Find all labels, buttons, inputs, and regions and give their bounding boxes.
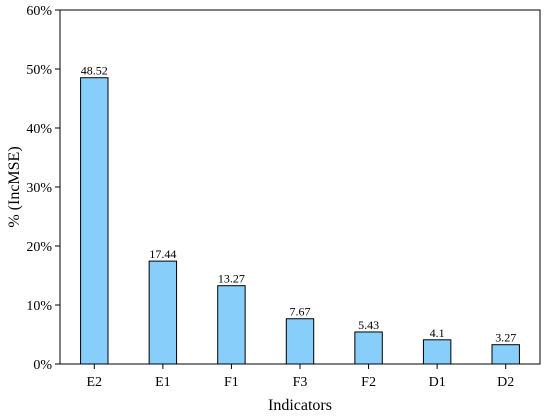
y-tick-label: 10% [26,299,52,314]
data-label-d2: 3.27 [495,331,516,345]
data-label-f2: 5.43 [358,318,379,332]
x-tick-label: F2 [361,375,376,390]
data-label-e2: 48.52 [81,64,108,78]
y-tick-label: 60% [26,4,52,19]
x-tick-label: F3 [293,375,308,390]
x-tick-label: E2 [87,375,103,390]
bar-d2 [491,344,520,365]
plot-frame [59,9,541,365]
data-label-f3: 7.67 [290,305,311,319]
x-tick-label: F1 [224,375,239,390]
y-tick-label: 30% [26,181,52,196]
y-axis-title: % (IncMSE) [6,146,23,227]
bar-f3 [285,318,315,365]
data-label-f1: 13.27 [218,272,245,286]
y-tick-label: 40% [26,122,52,137]
data-labels-group: 48.52 17.44 13.27 7.67 5.43 4.1 3.27 [81,64,516,345]
x-tick-label: E1 [155,375,171,390]
y-tick-label: 50% [26,63,52,78]
data-label-e1: 17.44 [149,247,176,261]
x-tick-label: D1 [429,375,446,390]
x-tick-label: D2 [497,375,514,390]
y-tick-label: 0% [33,358,52,373]
bar-d1 [422,339,452,365]
bar-e2 [80,77,109,365]
bar-f1 [217,285,246,365]
bar-f2 [354,331,383,365]
bars-group [80,77,520,365]
y-tick-label: 20% [26,240,52,255]
x-axis-title: Indicators [268,397,332,414]
x-axis-ticks: E2 E1 F1 F3 F2 D1 D2 [87,364,514,390]
bar-e1 [148,260,178,365]
data-label-d1: 4.1 [430,326,445,340]
y-axis-ticks: 0% 10% 20% 30% 40% 50% 60% [26,4,60,373]
